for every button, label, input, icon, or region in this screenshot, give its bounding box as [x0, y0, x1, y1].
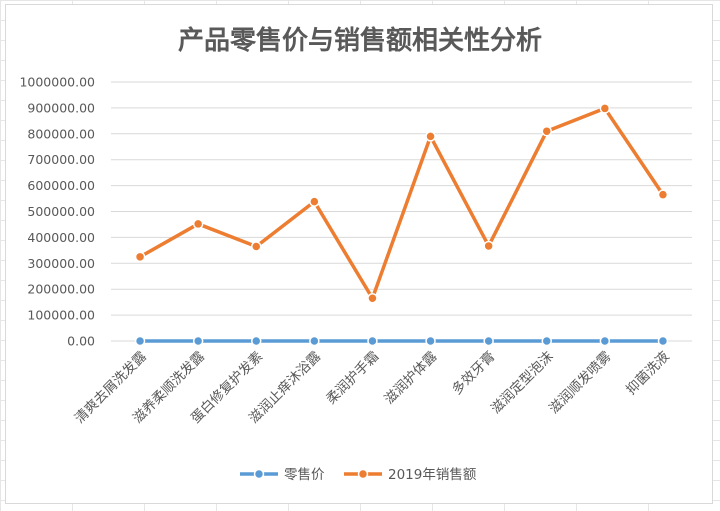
y-tick-label: 800000.00	[27, 126, 95, 141]
data-point	[192, 218, 204, 230]
chart-title: 产品零售价与销售额相关性分析	[178, 25, 542, 56]
data-point	[657, 189, 669, 200]
x-tick-label: 滋润顺发喷雾	[546, 348, 615, 417]
y-tick-label: 1000000.00	[19, 75, 95, 90]
y-axis-ticks: 0.00 100000.00 200000.00 300000.00 400000.00…	[19, 75, 95, 349]
legend: 零售价 2019年销售额	[240, 467, 477, 483]
chart-frame[interactable]	[5, 4, 713, 504]
x-tick-label: 滋润护体露	[381, 348, 440, 407]
data-point	[599, 335, 611, 347]
data-point	[251, 335, 262, 347]
y-tick-label: 700000.00	[27, 152, 95, 167]
data-point	[541, 125, 552, 137]
y-tick-label: 900000.00	[27, 100, 95, 115]
x-tick-label: 抑菌洗液	[623, 348, 673, 398]
x-tick-label: 柔润护手霜	[323, 349, 382, 408]
legend-swatch-marker	[357, 468, 369, 480]
data-point	[483, 335, 494, 347]
y-tick-label: 400000.00	[27, 230, 95, 245]
legend-swatch-marker	[253, 468, 265, 480]
gridlines	[111, 81, 692, 342]
data-point	[657, 335, 669, 347]
legend-label: 零售价	[284, 467, 325, 483]
data-point	[251, 241, 262, 252]
data-point	[134, 335, 146, 347]
data-point	[309, 335, 320, 347]
y-tick-label: 200000.00	[27, 282, 95, 297]
data-point	[483, 240, 494, 252]
data-point	[309, 196, 320, 207]
y-tick-label: 600000.00	[27, 178, 95, 193]
data-point	[599, 103, 611, 114]
y-tick-label: 100000.00	[27, 308, 95, 323]
y-tick-label: 500000.00	[27, 204, 95, 219]
data-point	[425, 335, 436, 347]
data-point	[541, 335, 552, 347]
data-point	[134, 251, 146, 263]
y-tick-label: 300000.00	[27, 256, 95, 271]
legend-label: 2019年销售额	[388, 467, 477, 483]
data-point	[367, 293, 378, 304]
data-point	[425, 131, 436, 142]
data-point	[192, 335, 204, 347]
series-line-1	[138, 106, 665, 301]
x-tick-label: 多效牙膏	[448, 348, 498, 398]
series-lines	[134, 103, 669, 347]
y-tick-label: 0.00	[67, 334, 95, 349]
data-point	[367, 335, 378, 347]
